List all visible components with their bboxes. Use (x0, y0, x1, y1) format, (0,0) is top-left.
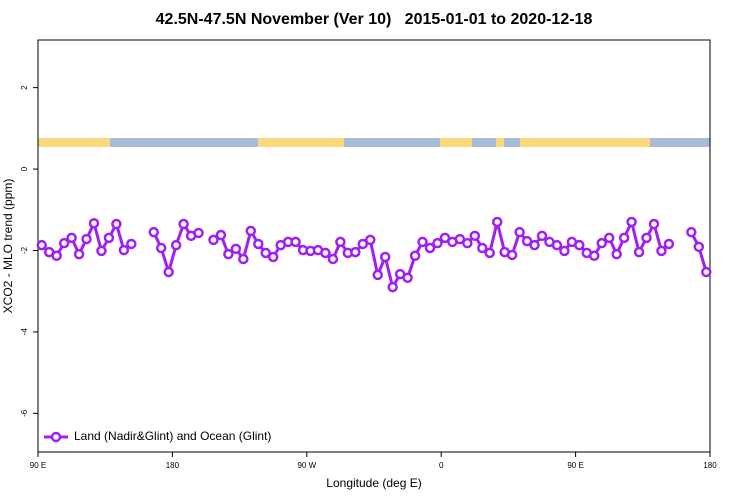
x-tick-label: 90 W (297, 461, 316, 470)
data-point (641, 232, 652, 244)
x-tick-label: 0 (439, 461, 444, 470)
data-point (111, 218, 122, 230)
data-point (551, 239, 563, 251)
plot-frame (37, 39, 711, 453)
data-point (506, 249, 518, 261)
data-point (559, 245, 570, 257)
data-point (208, 234, 219, 246)
data-point (155, 242, 167, 254)
data-point (491, 216, 503, 228)
legend-marker (50, 431, 62, 443)
data-point (36, 239, 47, 251)
data-point (223, 248, 234, 260)
data-point (215, 229, 227, 241)
data-point (365, 234, 376, 246)
data-point (611, 248, 622, 260)
data-point (409, 250, 421, 262)
x-tick-label: 90 E (567, 461, 583, 470)
data-point (178, 218, 189, 230)
x-tick-label: 180 (166, 461, 180, 470)
land-segment (38, 138, 110, 147)
x-tick-label: 90 E (30, 461, 46, 470)
data-point (603, 232, 615, 244)
y-tick-label: -4 (20, 328, 29, 336)
data-point (88, 217, 100, 229)
data-point (521, 235, 533, 247)
data-point (693, 241, 705, 253)
data-point (73, 248, 85, 260)
data-point (701, 266, 712, 278)
y-tick-label: -6 (20, 409, 29, 417)
data-point (357, 238, 369, 250)
data-point (529, 239, 540, 251)
data-point (626, 216, 637, 228)
data-point (663, 238, 675, 250)
chart-title: 42.5N-47.5N November (Ver 10) 2015-01-01… (156, 11, 593, 28)
data-point (589, 250, 600, 262)
data-point (686, 226, 697, 238)
data-point (103, 232, 115, 244)
data-point (96, 245, 107, 257)
y-tick-label: 2 (20, 85, 29, 90)
data-point (514, 226, 525, 238)
y-axis-label: XCO2 - MLO trend (ppm) (1, 179, 15, 314)
data-point (193, 227, 204, 239)
data-point (484, 247, 495, 259)
data-point (477, 242, 488, 254)
y-tick-label: -2 (20, 246, 29, 254)
y-tick-label: 0 (20, 166, 29, 171)
legend-label: Land (Nadir&Glint) and Ocean (Glint) (74, 429, 271, 443)
data-point (245, 225, 257, 237)
data-point (417, 236, 428, 248)
data-point (439, 232, 451, 244)
data-point (424, 242, 436, 254)
land-segment (440, 138, 472, 147)
x-axis-label: Longitude (deg E) (326, 476, 421, 490)
data-point (432, 237, 443, 249)
data-point (163, 266, 174, 278)
data-point (238, 253, 249, 265)
data-point (66, 232, 77, 244)
data-point (335, 236, 346, 248)
data-point (402, 272, 413, 284)
data-point (596, 237, 607, 249)
data-point (469, 230, 481, 242)
data-point (372, 269, 383, 281)
data-point (454, 233, 466, 245)
data-point (648, 218, 660, 230)
x-tick-label: 180 (703, 461, 717, 470)
land-segment (496, 138, 504, 147)
data-point (253, 238, 264, 250)
data-point (58, 237, 70, 249)
data-point (51, 250, 62, 262)
data-point (618, 232, 630, 244)
data-point (387, 281, 398, 293)
data-point (574, 239, 585, 251)
data-point (126, 238, 137, 250)
land-segment (258, 138, 344, 147)
data-point (118, 244, 130, 256)
data-point (536, 230, 548, 242)
data-point (290, 236, 301, 248)
data-point (260, 247, 271, 259)
data-point (170, 239, 182, 251)
data-point (148, 226, 159, 238)
data-point (379, 251, 391, 263)
data-point (230, 243, 242, 255)
data-point (320, 247, 331, 259)
data-point (462, 237, 473, 249)
data-point (81, 233, 92, 245)
ocean-band (38, 138, 710, 147)
data-point (267, 251, 279, 263)
data-point (656, 245, 667, 257)
data-point (350, 246, 361, 258)
data-point (327, 253, 339, 265)
data-point (633, 246, 645, 258)
land-segment (520, 138, 650, 147)
land-ocean-strip (38, 138, 710, 147)
